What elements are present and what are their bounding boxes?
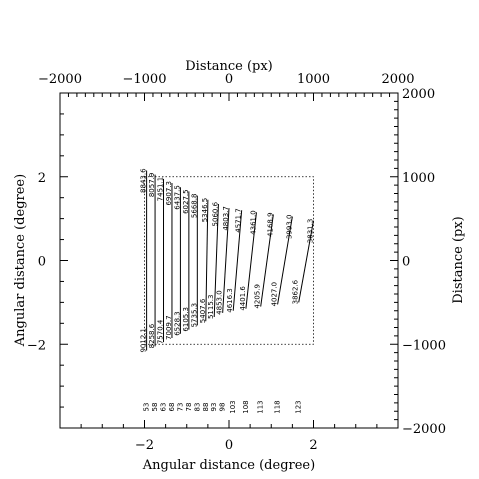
series-top-label: 8057.9: [148, 173, 156, 198]
right-tick-label: −2000: [402, 422, 446, 437]
series-line: [245, 212, 257, 309]
series-top-label: 4571.7: [235, 208, 243, 233]
series-line: [213, 203, 219, 318]
series-top-label: 5346.5: [201, 198, 209, 223]
series-column-label: 118: [274, 400, 282, 413]
series-top-label: 3993.0: [285, 215, 293, 240]
series-column-label: 88: [202, 403, 210, 412]
series-top-label: 4168.9: [266, 212, 274, 237]
series-line: [298, 220, 314, 303]
bottom-tick-label: 2: [309, 438, 317, 453]
series-top-label: 4361.0: [249, 210, 257, 235]
series-top-label: 7451.1: [157, 177, 165, 202]
marks-layer: 9012.1 8843.6 53 8258.6 8057.9 58 7570.4 7451.1…: [140, 168, 315, 414]
bottom-axis-title: Angular distance (degree): [142, 458, 315, 473]
top-tick-label: 0: [225, 72, 233, 87]
series-column-label: 83: [193, 403, 201, 412]
series-column-label: 113: [257, 400, 265, 413]
series-bottom-label: 4401.6: [239, 286, 247, 311]
series-line: [222, 208, 230, 313]
series-top-label: 4803.7: [222, 206, 230, 231]
series-top-label: 6437.5: [173, 185, 181, 210]
top-tick-label: 2000: [381, 72, 414, 87]
series-bottom-label: 9012.1: [140, 328, 148, 353]
left-axis-title: Angular distance (degree): [13, 174, 28, 347]
ticks-layer: −2 0 2 −2 0 2 −2000 −2000 −1000 −1000 0 0 1000 1000 20…: [27, 72, 446, 453]
series-line: [232, 210, 243, 311]
series-bottom-label: 5407.6: [199, 298, 207, 323]
series-column-label: 93: [210, 403, 218, 412]
bottom-tick-label: 0: [225, 438, 233, 453]
bottom-tick-label: −2: [135, 438, 154, 453]
series-top-label: 6907.3: [165, 181, 173, 206]
top-axis-title: Distance (px): [185, 59, 273, 74]
chart-frame: [59, 92, 399, 429]
series-column-label: 103: [229, 400, 237, 413]
right-tick-label: 2000: [402, 87, 435, 102]
series-top-label: 5668.8: [190, 194, 198, 219]
series-column-label: 53: [143, 403, 151, 412]
series-bottom-label: 3862.6: [292, 279, 300, 304]
series-bottom-label: 5115.3: [207, 295, 215, 320]
top-tick-label: 1000: [297, 72, 330, 87]
series-column-label: 98: [219, 403, 227, 412]
series-line: [205, 199, 209, 322]
series-column-label: 68: [168, 403, 176, 412]
left-tick-label: 2: [38, 171, 46, 186]
series-column-label: 58: [151, 403, 159, 412]
left-tick-label: −2: [27, 338, 46, 353]
series-bottom-label: 4616.3: [226, 288, 234, 313]
series-bottom-label: 5735.3: [190, 303, 198, 328]
series-bottom-label: 6105.3: [182, 307, 190, 332]
series-bottom-label: 7009.7: [165, 315, 173, 340]
series-column-label: 78: [185, 403, 193, 412]
series-top-label: 5060.6: [211, 201, 219, 226]
series-top-label: 8843.6: [140, 168, 148, 193]
series-bottom-label: 6528.3: [173, 311, 181, 336]
series-top-label: 6027.5: [182, 189, 190, 214]
series-bottom-label: 7570.4: [157, 319, 165, 344]
series-bottom-label: 4027.0: [271, 282, 279, 307]
series-top-label: 3831.3: [307, 219, 315, 244]
right-tick-label: 0: [402, 255, 410, 270]
series-column-label: 73: [176, 403, 184, 412]
series-bottom-label: 8258.6: [148, 323, 156, 348]
right-tick-label: 1000: [402, 171, 435, 186]
reference-box: [144, 176, 314, 345]
right-axis-title: Distance (px): [451, 216, 466, 304]
series-bottom-label: 4853.0: [216, 290, 224, 315]
series-line: [277, 216, 293, 305]
top-tick-label: −1000: [123, 72, 167, 87]
series-line: [260, 214, 274, 307]
labels-layer: Distance (px) Angular distance (degree) …: [13, 59, 466, 473]
left-tick-label: 0: [38, 255, 46, 270]
series-column-label: 123: [295, 400, 303, 413]
plot-area: [59, 92, 399, 429]
top-tick-label: −2000: [38, 72, 82, 87]
right-tick-label: −1000: [402, 338, 446, 353]
series-bottom-label: 4205.9: [254, 284, 262, 309]
series-column-label: 108: [242, 400, 250, 413]
series-column-label: 63: [160, 403, 168, 412]
